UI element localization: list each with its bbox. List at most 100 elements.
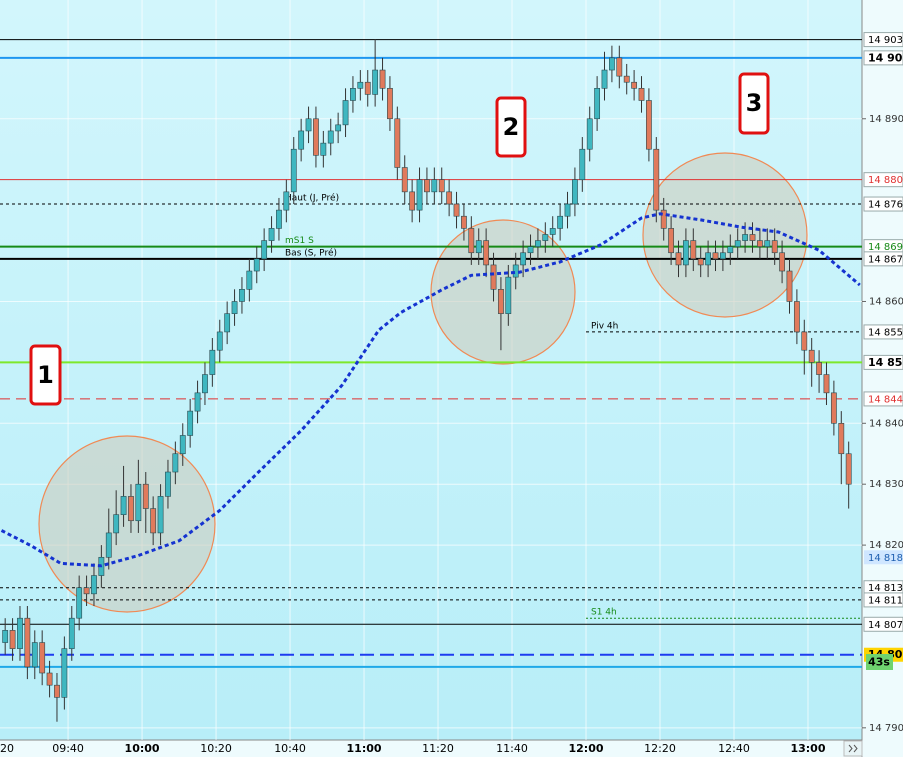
candle-body: [734, 240, 741, 247]
marker-box: [738, 72, 770, 135]
level-label: 14 869: [868, 242, 903, 253]
candle-body: [712, 252, 719, 260]
candle-body: [601, 69, 608, 89]
candle-body: [771, 240, 778, 254]
candle-body: [823, 374, 830, 394]
candle-body: [727, 246, 734, 254]
y-tick-label: 14 860: [869, 296, 903, 307]
candle-body: [845, 453, 852, 485]
x-tick-label: 12:00: [569, 742, 604, 755]
y-tick-label: 14 790: [869, 723, 903, 734]
y-tick-label: 14 830: [869, 479, 903, 490]
candle-body: [453, 203, 460, 217]
candle-body: [350, 88, 356, 101]
x-tick-label: 10:20: [200, 742, 232, 755]
markers: 1 2 3: [29, 72, 770, 406]
level-label: 14 818: [868, 553, 903, 564]
candle-body: [142, 483, 149, 509]
candle-body: [135, 483, 142, 522]
x-tick-label: 10:00: [125, 742, 160, 755]
candle-body: [327, 130, 334, 144]
candle-body: [68, 617, 75, 649]
candle-body: [17, 617, 23, 649]
candle-body: [157, 496, 164, 534]
candle-body: [638, 88, 645, 101]
candle-body: [616, 57, 623, 77]
candles: [2, 39, 852, 722]
candle-body: [431, 179, 438, 193]
plot-background: [0, 0, 862, 740]
candle-body: [475, 240, 482, 254]
candle-body: [105, 532, 112, 558]
candle-body: [128, 496, 134, 522]
candle-body: [179, 435, 186, 455]
candle-body: [786, 270, 793, 302]
x-tick-label: 11:20: [422, 742, 454, 755]
candle-body: [224, 313, 231, 333]
candle-body: [512, 264, 519, 278]
level-label: 14 900: [868, 51, 903, 64]
marker-label: 3: [746, 89, 763, 117]
level-label: 14 855: [868, 327, 903, 338]
y-tick-label: 14 820: [869, 540, 903, 551]
candle-body: [483, 240, 490, 266]
candle-body: [409, 191, 416, 211]
candle-body: [675, 252, 682, 266]
candle-body: [2, 630, 9, 643]
scroll-icon: [848, 744, 858, 753]
candle-body: [24, 617, 31, 668]
candle-body: [424, 179, 430, 193]
x-tick-label: 11:40: [496, 742, 528, 755]
level-label-box: [863, 196, 903, 212]
candle-body: [54, 684, 60, 698]
candle-body: [498, 289, 504, 314]
x-tick-label: 12:20: [644, 742, 676, 755]
moving-average: [0, 212, 861, 568]
x-tick-label: 10:40: [274, 742, 306, 755]
level-label-box: [863, 172, 903, 188]
candle-body: [446, 191, 453, 205]
candle-body: [438, 179, 445, 193]
candle-body: [120, 496, 127, 515]
candle-body: [342, 100, 349, 126]
x-tick-label: 11:00: [347, 742, 382, 755]
candle-body: [719, 252, 726, 260]
candle-body: [379, 69, 386, 89]
candle-body: [742, 234, 748, 241]
candle-body: [76, 587, 83, 619]
level-label-box: [863, 616, 903, 632]
candle-body: [216, 331, 223, 351]
candle-body: [246, 270, 253, 290]
countdown-box: [866, 654, 893, 670]
candle-body: [253, 258, 260, 272]
candle-body: [61, 648, 68, 698]
candle-body: [808, 349, 815, 363]
candle-body: [705, 252, 711, 266]
candle-body: [490, 264, 497, 290]
candle-body: [801, 331, 808, 351]
candle-body: [527, 246, 534, 254]
candle-body: [165, 471, 171, 497]
level-text: S1 4h: [591, 608, 617, 618]
x-tick-label: 09:40: [52, 742, 84, 755]
scroll-button[interactable]: [843, 740, 863, 757]
highlight-circle: [38, 435, 216, 613]
candle-body: [194, 392, 201, 412]
candle-body: [202, 374, 208, 394]
level-text: Haut (J, Pré): [285, 193, 339, 204]
candle-body: [372, 69, 379, 95]
countdown: 43s: [868, 656, 890, 669]
candle-body: [660, 209, 667, 229]
candle-body: [468, 228, 475, 254]
candle-body: [91, 575, 97, 595]
moving-average-line: [0, 212, 861, 568]
candle-body: [9, 630, 16, 649]
candle-body: [46, 672, 53, 686]
candle-body: [209, 349, 216, 375]
candle-body: [172, 453, 179, 473]
candle-body: [579, 148, 586, 180]
candle-body: [594, 88, 601, 120]
candle-body: [816, 362, 822, 375]
